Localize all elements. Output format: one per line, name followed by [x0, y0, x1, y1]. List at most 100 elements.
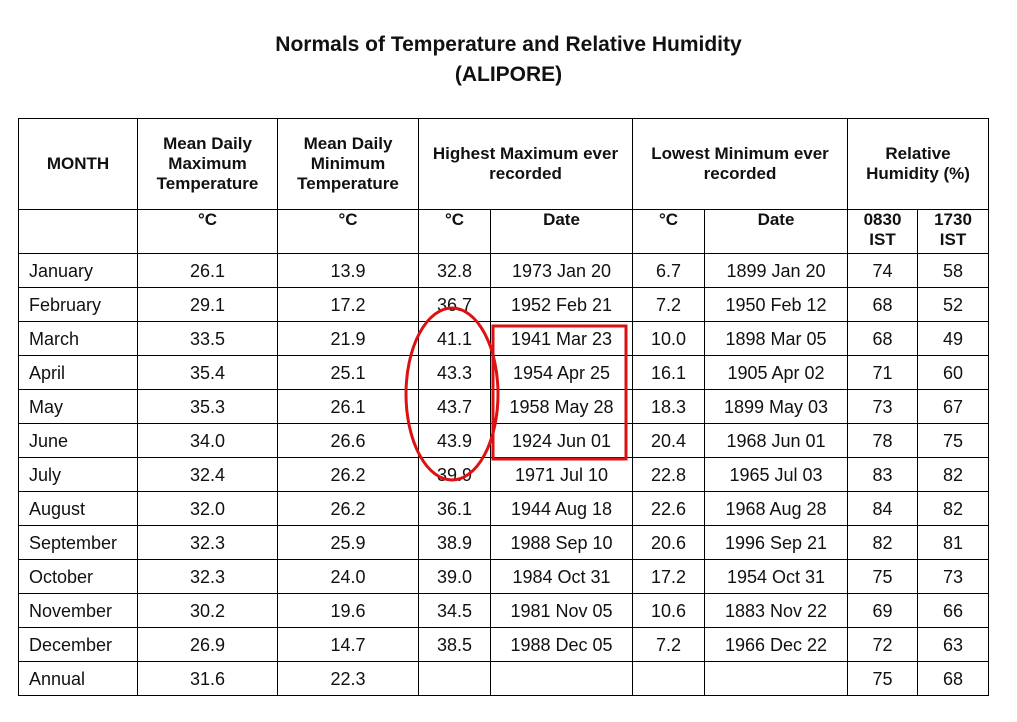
value-cell: 1996 Sep 21	[703, 525, 849, 560]
value-cell: 35.4	[137, 355, 278, 390]
value-cell: 22.3	[277, 661, 419, 696]
value-cell: 17.2	[632, 559, 705, 594]
value-cell: 43.3	[418, 355, 491, 390]
header-cell: MONTH	[18, 118, 138, 210]
value-cell: 68	[847, 321, 919, 356]
value-cell: 67	[917, 389, 990, 424]
value-cell: 83	[847, 457, 919, 492]
value-cell: 1898 Mar 05	[703, 321, 849, 356]
value-cell: 16.1	[632, 355, 705, 390]
value-cell: 19.6	[277, 593, 419, 628]
value-cell: 39.0	[418, 559, 491, 594]
month-cell: November	[18, 593, 138, 628]
data-row: February 29.1 17.2 36.7 1952 Feb 21 7.2 1950 F…	[18, 287, 990, 322]
data-row: Annual 31.6 22.3 75 68	[18, 661, 990, 696]
value-cell: 36.7	[418, 287, 491, 322]
value-cell: 36.1	[418, 491, 491, 526]
subheader-cell: Date	[703, 209, 849, 254]
subheader-cell: 0830 IST	[847, 209, 919, 254]
data-row: October 32.3 24.0 39.0 1984 Oct 31 17.2 1954 O…	[18, 559, 990, 594]
value-cell: 1968 Jun 01	[703, 423, 849, 458]
value-cell: 39.9	[418, 457, 491, 492]
value-cell: 82	[917, 457, 990, 492]
header-cell: Lowest Minimum ever recorded	[631, 118, 849, 210]
value-cell: 84	[847, 491, 919, 526]
value-cell: 43.7	[418, 389, 491, 424]
value-cell: 1965 Jul 03	[703, 457, 849, 492]
value-cell: 35.3	[137, 389, 278, 424]
value-cell: 69	[847, 593, 919, 628]
month-cell: July	[18, 457, 138, 492]
value-cell: 32.8	[418, 253, 491, 288]
value-cell: 68	[917, 661, 990, 696]
value-cell: 1944 Aug 18	[490, 491, 633, 526]
value-cell: 6.7	[632, 253, 705, 288]
value-cell: 1883 Nov 22	[703, 593, 849, 628]
value-cell: 75	[847, 661, 919, 696]
value-cell: 1905 Apr 02	[703, 355, 849, 390]
value-cell: 17.2	[277, 287, 419, 322]
value-cell	[703, 661, 849, 696]
value-cell: 49	[917, 321, 990, 356]
value-cell: 30.2	[137, 593, 278, 628]
value-cell: 22.8	[632, 457, 705, 492]
value-cell: 31.6	[137, 661, 278, 696]
value-cell: 1958 May 28	[490, 389, 633, 424]
header-cell: Mean Daily Maximum Temperature	[137, 118, 278, 210]
header-row: MONTH Mean Daily Maximum Temperature Mean …	[18, 118, 990, 210]
month-cell: June	[18, 423, 138, 458]
value-cell: 21.9	[277, 321, 419, 356]
data-row: January 26.1 13.9 32.8 1973 Jan 20 6.7 1899 Ja…	[18, 253, 990, 288]
value-cell: 20.4	[632, 423, 705, 458]
subheader-cell: Date	[490, 209, 633, 254]
data-row: August 32.0 26.2 36.1 1944 Aug 18 22.6 1968 Au…	[18, 491, 990, 526]
value-cell: 29.1	[137, 287, 278, 322]
value-cell: 52	[917, 287, 990, 322]
data-row: November 30.2 19.6 34.5 1981 Nov 05 10.6 1883 …	[18, 593, 990, 628]
month-cell: September	[18, 525, 138, 560]
month-cell: October	[18, 559, 138, 594]
value-cell: 1899 May 03	[703, 389, 849, 424]
month-cell: May	[18, 389, 138, 424]
subtitle: (ALIPORE)	[454, 63, 563, 86]
value-cell: 72	[847, 627, 919, 662]
value-cell: 60	[917, 355, 990, 390]
value-cell: 73	[847, 389, 919, 424]
value-cell: 10.0	[632, 321, 705, 356]
title: Normals of Temperature and Relative Humi…	[275, 33, 742, 56]
value-cell: 78	[847, 423, 919, 458]
header-cell: Relative Humidity (%)	[847, 118, 990, 210]
value-cell: 66	[917, 593, 990, 628]
value-cell: 34.0	[137, 423, 278, 458]
value-cell: 75	[847, 559, 919, 594]
value-cell: 26.2	[277, 457, 419, 492]
value-cell: 82	[917, 491, 990, 526]
header-cell: Mean Daily Minimum Temperature	[277, 118, 419, 210]
value-cell: 26.6	[277, 423, 419, 458]
value-cell: 41.1	[418, 321, 491, 356]
data-row: July 32.4 26.2 39.9 1971 Jul 10 22.8 1965 Jul …	[18, 457, 990, 492]
value-cell: 34.5	[418, 593, 491, 628]
month-cell: Annual	[18, 661, 138, 696]
value-cell: 1981 Nov 05	[490, 593, 633, 628]
header-cell: Highest Maximum ever recorded	[418, 118, 633, 210]
subheader-cell: 1730 IST	[917, 209, 990, 254]
subheader-cell: °C	[277, 209, 419, 254]
value-cell: 14.7	[277, 627, 419, 662]
value-cell: 10.6	[632, 593, 705, 628]
subheader-cell: °C	[137, 209, 278, 254]
value-cell: 38.5	[418, 627, 491, 662]
value-cell: 20.6	[632, 525, 705, 560]
month-cell: August	[18, 491, 138, 526]
value-cell: 71	[847, 355, 919, 390]
value-cell: 1954 Apr 25	[490, 355, 633, 390]
value-cell: 7.2	[632, 627, 705, 662]
data-row: September 32.3 25.9 38.9 1988 Sep 10 20.6 1996…	[18, 525, 990, 560]
value-cell	[418, 661, 491, 696]
subheader-cell: °C	[418, 209, 491, 254]
value-cell: 25.9	[277, 525, 419, 560]
value-cell: 1968 Aug 28	[703, 491, 849, 526]
value-cell: 1941 Mar 23	[490, 321, 633, 356]
month-cell: March	[18, 321, 138, 356]
subheader-cell	[18, 209, 138, 254]
